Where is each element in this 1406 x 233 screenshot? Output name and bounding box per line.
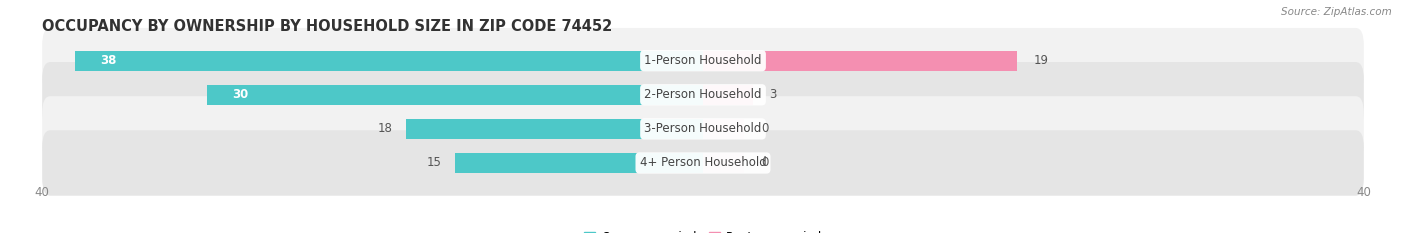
Text: 2-Person Household: 2-Person Household bbox=[644, 88, 762, 101]
Text: 1-Person Household: 1-Person Household bbox=[644, 54, 762, 67]
Bar bbox=[207, 85, 703, 105]
FancyBboxPatch shape bbox=[42, 28, 1364, 93]
Bar bbox=[703, 119, 744, 139]
Text: 18: 18 bbox=[378, 122, 392, 135]
Bar bbox=[456, 153, 703, 173]
Text: Source: ZipAtlas.com: Source: ZipAtlas.com bbox=[1281, 7, 1392, 17]
Text: 0: 0 bbox=[761, 157, 768, 169]
Bar bbox=[703, 153, 744, 173]
Bar bbox=[703, 51, 1017, 71]
Text: OCCUPANCY BY OWNERSHIP BY HOUSEHOLD SIZE IN ZIP CODE 74452: OCCUPANCY BY OWNERSHIP BY HOUSEHOLD SIZE… bbox=[42, 19, 613, 34]
Text: 30: 30 bbox=[232, 88, 249, 101]
FancyBboxPatch shape bbox=[42, 96, 1364, 162]
Bar bbox=[405, 119, 703, 139]
Text: 3: 3 bbox=[769, 88, 776, 101]
Bar bbox=[75, 51, 703, 71]
Text: 19: 19 bbox=[1033, 54, 1049, 67]
Bar bbox=[703, 85, 752, 105]
Text: 3-Person Household: 3-Person Household bbox=[644, 122, 762, 135]
Text: 15: 15 bbox=[427, 157, 441, 169]
FancyBboxPatch shape bbox=[42, 130, 1364, 196]
Text: 4+ Person Household: 4+ Person Household bbox=[640, 157, 766, 169]
Text: 38: 38 bbox=[100, 54, 117, 67]
Text: 0: 0 bbox=[761, 122, 768, 135]
FancyBboxPatch shape bbox=[42, 62, 1364, 127]
Legend: Owner-occupied, Renter-occupied: Owner-occupied, Renter-occupied bbox=[579, 226, 827, 233]
